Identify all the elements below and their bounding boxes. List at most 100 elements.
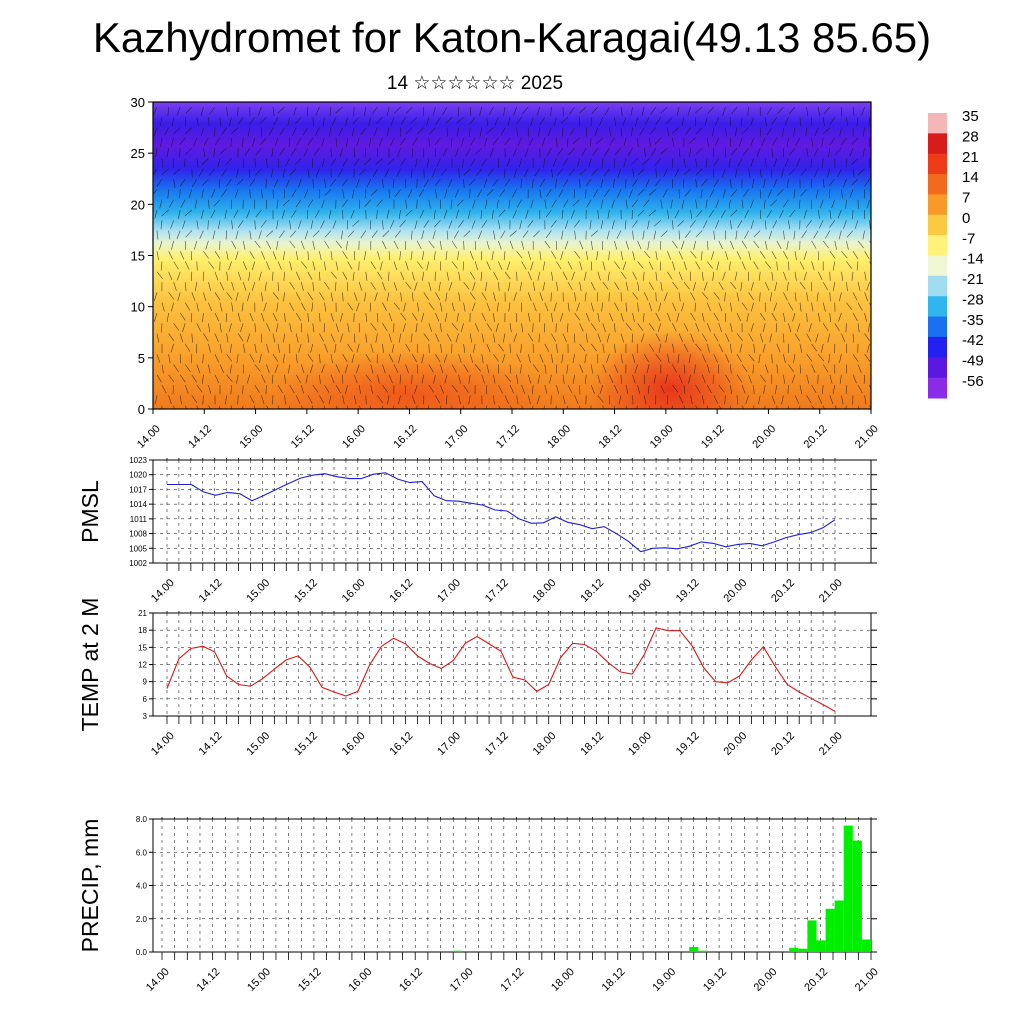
wind-barb: [632, 220, 638, 228]
wind-barb: [242, 385, 244, 395]
wind-barb: [417, 127, 425, 135]
wind-barb: [277, 261, 282, 270]
wind-barb: [864, 271, 867, 281]
wind-barb: [370, 189, 378, 196]
wind-barb: [229, 117, 232, 127]
wind-barb: [376, 209, 378, 220]
wind-barb: [199, 230, 204, 239]
x-tick-label: 17.00: [443, 423, 471, 451]
wind-barb: [574, 395, 579, 404]
wind-barb: [595, 137, 604, 145]
wind-barb: [784, 117, 789, 126]
wind-barb: [759, 292, 761, 302]
wind-barb: [715, 199, 720, 209]
wind-barb: [208, 405, 212, 409]
wind-barb: [486, 302, 491, 312]
wind-barb: [202, 178, 209, 186]
wind-barb: [771, 117, 778, 125]
wind-barb: [281, 209, 285, 219]
wind-barb: [744, 209, 749, 219]
wind-barb: [632, 312, 635, 322]
wind-barb: [261, 374, 266, 384]
wind-barb: [550, 106, 552, 117]
wind-barb: [602, 261, 606, 271]
wind-barb: [550, 395, 552, 405]
wind-barb: [330, 354, 333, 364]
wind-barb: [229, 343, 232, 353]
wind-barb: [862, 127, 865, 137]
wind-barb: [839, 354, 842, 364]
wind-barb: [773, 302, 778, 312]
wind-barb: [324, 261, 326, 271]
wind-barb: [789, 148, 796, 156]
x-tick-label: 17.12: [498, 966, 526, 994]
wind-barb: [758, 395, 761, 405]
wind-barb: [517, 137, 522, 147]
y-tick-label: 1005: [129, 544, 147, 553]
wind-barb: [422, 251, 425, 261]
wind-barb: [828, 148, 831, 158]
wind-barb: [715, 220, 720, 229]
wind-barb: [655, 271, 658, 281]
wind-barb: [527, 271, 532, 281]
wind-barb: [486, 405, 488, 409]
wind-barb: [672, 323, 677, 332]
y-tick-label: 0.0: [136, 948, 148, 957]
wind-barb: [573, 220, 580, 228]
wind-barb: [393, 364, 399, 373]
wind-barb: [863, 374, 865, 384]
wind-barb: [833, 282, 836, 292]
wind-barb: [837, 168, 842, 178]
wind-barb: [735, 230, 738, 240]
wind-barb: [428, 323, 433, 332]
wind-barb: [486, 261, 491, 270]
wind-barb: [869, 405, 871, 409]
wind-barb: [614, 240, 618, 250]
wind-barb: [822, 405, 825, 409]
wind-barb: [546, 189, 552, 197]
wind-barb: [448, 282, 453, 291]
x-tick-label: 15.00: [245, 966, 273, 994]
wind-barb: [358, 199, 360, 209]
wind-barb: [817, 354, 825, 362]
wind-barb: [817, 312, 821, 322]
wind-barb: [208, 385, 212, 394]
wind-barb: [741, 240, 748, 249]
x-tick-label: 21.00: [853, 423, 881, 451]
wind-barb: [236, 168, 239, 178]
wind-barb: [663, 168, 668, 178]
wind-barb: [330, 333, 335, 343]
wind-barb: [806, 106, 809, 116]
wind-barb: [613, 179, 615, 189]
wind-barb: [368, 117, 372, 127]
wind-barb: [713, 168, 715, 178]
wind-barb: [498, 343, 504, 352]
wind-barb: [655, 117, 662, 125]
wind-barb: [351, 354, 355, 363]
wind-barb: [405, 405, 409, 409]
wind-barb: [764, 281, 770, 291]
wind-barb: [500, 127, 506, 136]
wind-barb: [393, 106, 401, 114]
wind-barb: [759, 251, 766, 259]
wind-barb: [736, 354, 742, 363]
wind-barb: [295, 292, 301, 301]
wind-barb: [572, 137, 580, 145]
colorbar-swatch: [928, 336, 947, 358]
wind-barb: [579, 364, 584, 373]
wind-barb: [428, 384, 435, 393]
wind-barb: [432, 230, 436, 240]
x-tick-label: 20.12: [769, 730, 797, 758]
wind-barb: [208, 323, 211, 333]
y-tick-label: 8.0: [136, 815, 148, 824]
wind-barb: [213, 148, 216, 158]
wind-barb: [421, 374, 425, 384]
wind-barb: [182, 323, 186, 332]
wind-barb: [625, 240, 629, 250]
wind-barb: [263, 302, 267, 312]
wind-barb: [676, 106, 680, 116]
wind-barb: [229, 364, 232, 374]
wind-barb: [625, 199, 628, 209]
wind-barb: [736, 312, 742, 322]
